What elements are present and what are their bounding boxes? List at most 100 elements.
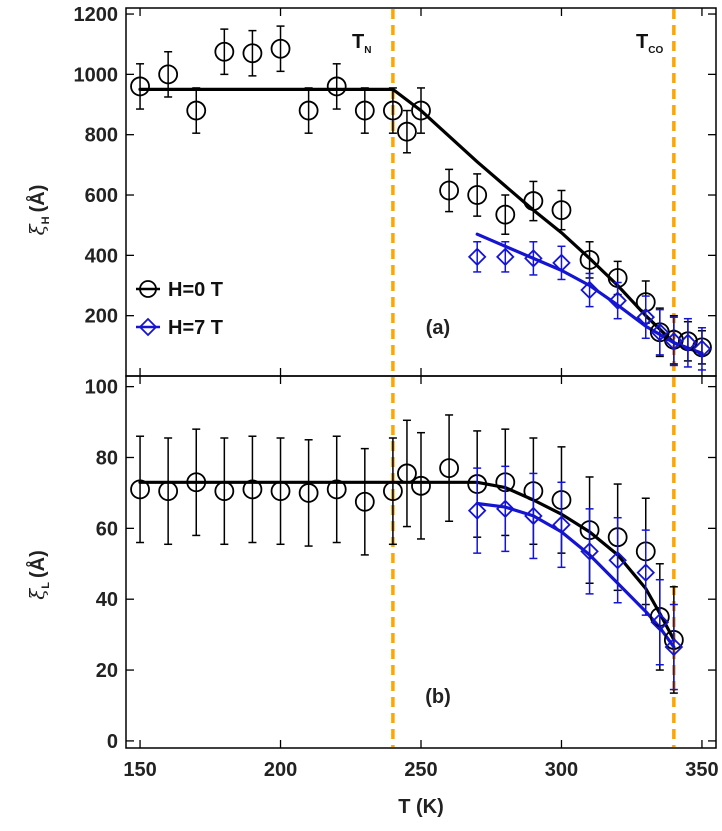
circle-marker — [354, 100, 375, 121]
panel-a-point-h7 — [664, 316, 684, 367]
panel-a-point-h0 — [242, 29, 263, 77]
circle-marker — [158, 64, 179, 85]
panel-b-point-h0 — [242, 435, 263, 544]
panel-b-point-h0 — [270, 437, 291, 546]
x-tick-label: 200 — [264, 759, 297, 781]
panel-a-point-h0 — [551, 189, 572, 231]
panel-b-ytick-label: 80 — [96, 447, 118, 469]
circle-marker — [242, 479, 263, 500]
diamond-marker — [664, 637, 684, 657]
legend-h0-label: H=0 T — [168, 279, 223, 301]
circle-marker — [186, 472, 207, 493]
panel-a-point-h0 — [467, 173, 488, 217]
panel-b-point-h0 — [298, 439, 319, 547]
panel-b-label: (b) — [425, 686, 451, 708]
diamond-marker — [678, 333, 698, 353]
panel-a-ytick-label: 400 — [85, 245, 118, 267]
circle-marker — [411, 100, 431, 121]
legend: H=0 T H=7 T — [136, 279, 223, 339]
panel-b-point-h7 — [496, 465, 515, 553]
circle-marker — [551, 200, 572, 220]
x-tick-label: 250 — [404, 759, 437, 781]
circle-marker — [397, 121, 417, 142]
circle-marker — [242, 43, 263, 64]
circle-marker — [214, 481, 235, 502]
diamond-marker — [580, 280, 599, 300]
panel-a-point-h0 — [579, 241, 600, 279]
panel-b-ticks: 0 20 40 60 80 100 150 200 250 300 350 — [85, 376, 719, 781]
panel-a-ytick-label: 1000 — [74, 64, 119, 86]
panel-b-ytick-label: 0 — [107, 731, 118, 753]
circle-marker — [397, 463, 417, 484]
panel-b-point-h0 — [130, 435, 150, 544]
circle-marker — [158, 481, 179, 502]
panel-a-point-h0 — [298, 87, 319, 134]
circle-marker — [579, 249, 600, 270]
panel-b-ytick-label: 40 — [96, 589, 118, 611]
panel-b-point-h0 — [439, 414, 459, 523]
diamond-marker — [664, 332, 684, 351]
diamond-marker — [496, 247, 515, 267]
legend-h0-marker — [139, 280, 157, 298]
circle-marker — [298, 483, 319, 503]
panel-a-point-h7 — [524, 241, 543, 276]
circle-marker — [495, 204, 516, 225]
circle-marker — [439, 458, 459, 479]
diamond-marker — [524, 249, 543, 268]
diamond-marker — [524, 506, 543, 526]
x-tick-label: 150 — [123, 759, 156, 781]
circle-marker — [130, 479, 150, 500]
panel-a-point-h0 — [214, 28, 235, 76]
panel-a-point-h0 — [186, 87, 207, 134]
panel-a-ytick-label: 600 — [85, 185, 118, 207]
panel-b-point-h0 — [411, 431, 431, 540]
panel-a-point-h7 — [496, 241, 515, 273]
panel-b-point-h7 — [608, 516, 627, 604]
diamond-marker — [496, 499, 515, 519]
panel-a-point-h7 — [580, 272, 599, 308]
panel-b-frame — [125, 375, 717, 749]
panel-a-point-h0 — [326, 63, 347, 110]
panel-a-ytick-label: 1200 — [74, 4, 119, 26]
panel-a-point-h0 — [130, 63, 150, 110]
panel-b-point-h0 — [214, 437, 235, 546]
annotation-tn: TN — [352, 31, 371, 56]
panel-a-point-h7 — [608, 281, 627, 320]
circle-marker — [523, 191, 544, 211]
panel-a-point-h7 — [678, 317, 698, 368]
diamond-marker — [650, 322, 670, 342]
panel-b-point-h7 — [467, 467, 487, 554]
circle-marker — [298, 100, 319, 121]
panel-a-ytick-label: 800 — [85, 125, 118, 147]
circle-marker — [354, 491, 375, 512]
diamond-marker — [608, 550, 627, 570]
circle-marker — [326, 76, 347, 97]
panel-b-points — [130, 414, 684, 694]
panel-a-point-h7 — [552, 245, 571, 281]
annotation-tco: TCO — [636, 31, 663, 56]
x-tick-label: 300 — [545, 759, 578, 781]
legend-h7-label: H=7 T — [168, 317, 223, 339]
panel-b-point-h0 — [158, 437, 179, 546]
panel-a-ylabel: ξH(Å) — [25, 185, 52, 236]
panel-a-point-h0 — [354, 87, 375, 134]
circle-marker — [270, 481, 291, 502]
panel-b-fit-h7 — [475, 501, 676, 649]
panel-a-point-h7 — [692, 326, 712, 371]
diamond-marker — [467, 247, 487, 267]
panel-a-point-h0 — [411, 87, 431, 134]
circle-marker — [326, 479, 347, 500]
panel-b-ytick-label: 100 — [85, 377, 118, 399]
circle-marker — [270, 38, 291, 59]
legend-h7-marker — [138, 317, 158, 337]
circle-marker — [439, 180, 459, 201]
x-axis-label: T (K) — [398, 796, 444, 818]
panel-a-point-h0 — [495, 194, 516, 235]
panel-a-ytick-label: 200 — [85, 306, 118, 328]
panel-a-ticks: 200 400 600 800 1000 1200 — [74, 4, 716, 376]
panel-a-vlines — [391, 9, 676, 375]
panel-b-ytick-label: 20 — [96, 660, 118, 682]
panel-b-point-h7 — [552, 481, 571, 569]
circle-marker — [411, 475, 431, 496]
circle-marker — [467, 185, 488, 205]
